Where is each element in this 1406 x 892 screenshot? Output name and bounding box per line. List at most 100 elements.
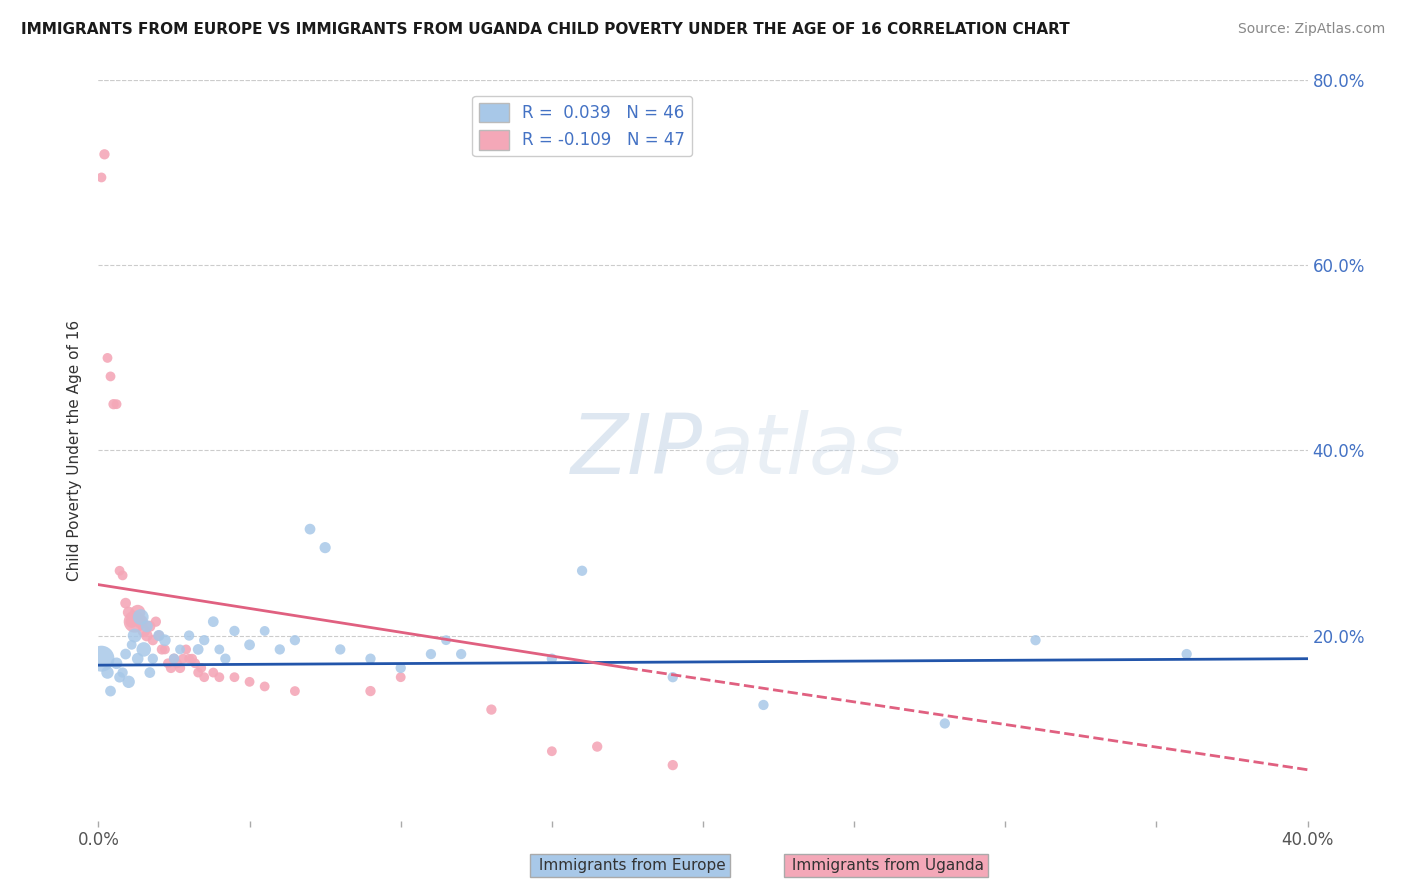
Point [202, 615, 225, 629]
Point [540, 651, 562, 665]
Point [284, 684, 307, 698]
Point [160, 661, 183, 675]
Point [108, 564, 131, 578]
Point [132, 624, 155, 638]
Point [224, 624, 246, 638]
Point [96, 665, 118, 680]
Point [127, 606, 149, 620]
Point [135, 628, 157, 642]
Point [124, 615, 146, 629]
Point [481, 703, 503, 717]
Point [299, 522, 322, 536]
Point [163, 651, 186, 665]
Point [111, 665, 134, 680]
Point [124, 628, 146, 642]
Point [239, 638, 262, 652]
Point [93, 147, 115, 161]
Point [153, 642, 176, 657]
Point [181, 651, 204, 665]
Point [90, 651, 112, 665]
Point [190, 661, 212, 675]
Point [135, 619, 157, 633]
Point [661, 670, 683, 684]
Point [1175, 647, 1198, 661]
Point [184, 657, 207, 671]
Point [156, 657, 179, 671]
Point [284, 633, 307, 648]
Point [145, 615, 167, 629]
Point [129, 615, 152, 629]
Point [108, 670, 131, 684]
Text: ZIP: ZIP [571, 410, 703, 491]
Text: Immigrants from Europe: Immigrants from Europe [534, 858, 725, 872]
Point [187, 665, 209, 680]
Point [360, 684, 382, 698]
Point [329, 642, 352, 657]
Point [214, 651, 236, 665]
Point [239, 674, 262, 689]
Point [202, 665, 225, 680]
Point [540, 744, 562, 758]
Point [153, 633, 176, 648]
Point [179, 628, 201, 642]
Point [450, 647, 472, 661]
Point [132, 642, 155, 657]
Point [169, 642, 191, 657]
Point [172, 651, 194, 665]
Point [187, 642, 209, 657]
Point [142, 633, 165, 648]
Point [389, 661, 412, 675]
Point [208, 670, 231, 684]
Point [129, 610, 152, 624]
Point [111, 568, 134, 582]
Point [118, 674, 141, 689]
Point [163, 651, 186, 665]
Point [100, 369, 122, 384]
Text: Immigrants from Uganda: Immigrants from Uganda [787, 858, 984, 872]
Point [174, 642, 197, 657]
Point [90, 170, 112, 185]
Point [139, 665, 162, 680]
Point [148, 628, 170, 642]
Point [100, 684, 122, 698]
Point [269, 642, 291, 657]
Point [434, 633, 457, 648]
Point [1024, 633, 1046, 648]
Point [179, 651, 201, 665]
Point [105, 397, 128, 411]
Point [253, 680, 276, 694]
Point [934, 716, 956, 731]
Point [96, 351, 118, 365]
Point [389, 670, 412, 684]
Point [114, 596, 136, 610]
Point [661, 758, 683, 772]
Point [420, 647, 443, 661]
Point [121, 638, 143, 652]
Point [114, 647, 136, 661]
Point [360, 651, 382, 665]
Point [169, 661, 191, 675]
Point [142, 651, 165, 665]
Point [139, 619, 162, 633]
Text: atlas: atlas [703, 410, 904, 491]
Point [148, 628, 170, 642]
Text: IMMIGRANTS FROM EUROPE VS IMMIGRANTS FROM UGANDA CHILD POVERTY UNDER THE AGE OF : IMMIGRANTS FROM EUROPE VS IMMIGRANTS FRO… [21, 22, 1070, 37]
Point [208, 642, 231, 657]
Point [193, 633, 215, 648]
Y-axis label: Child Poverty Under the Age of 16: Child Poverty Under the Age of 16 [67, 320, 83, 581]
Point [150, 642, 173, 657]
Point [571, 564, 593, 578]
Point [105, 657, 128, 671]
Legend: R =  0.039   N = 46, R = -0.109   N = 47: R = 0.039 N = 46, R = -0.109 N = 47 [472, 96, 692, 156]
Point [586, 739, 609, 754]
Point [253, 624, 276, 638]
Point [118, 606, 141, 620]
Point [166, 657, 188, 671]
Text: Source: ZipAtlas.com: Source: ZipAtlas.com [1237, 22, 1385, 37]
Point [314, 541, 336, 555]
Point [127, 651, 149, 665]
Point [224, 670, 246, 684]
Point [121, 615, 143, 629]
Point [193, 670, 215, 684]
Point [103, 397, 125, 411]
